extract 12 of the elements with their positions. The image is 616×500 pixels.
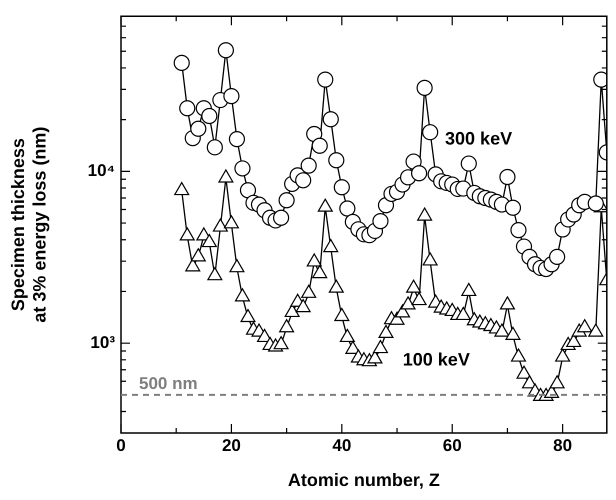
- x-tick-label: 0: [116, 436, 126, 455]
- series-label: 300 keV: [445, 128, 512, 149]
- y-tick-label: 10⁴: [88, 161, 115, 180]
- y-axis-title: Specimen thickness at 3% energy loss (nm): [8, 126, 50, 323]
- x-tick-label: 40: [332, 436, 352, 455]
- x-tick-label: 60: [442, 436, 462, 455]
- y-tick-label: 10³: [90, 332, 116, 352]
- ref-line-label: 500 nm: [139, 374, 198, 394]
- x-tick-label: 20: [222, 436, 241, 455]
- x-axis-title: Atomic number, Z: [288, 470, 440, 490]
- x-tick-label: 80: [553, 436, 572, 455]
- series-label: 100 keV: [402, 349, 470, 370]
